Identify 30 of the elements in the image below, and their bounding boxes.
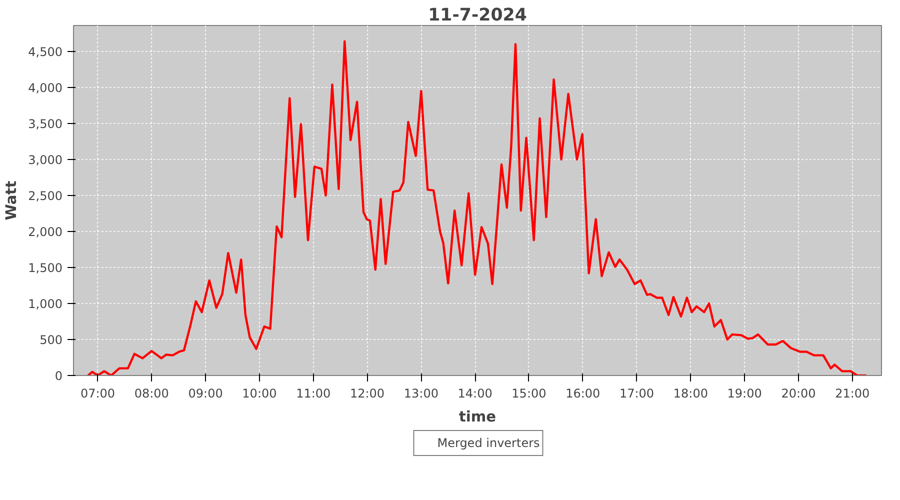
y-tick-label: 2,000 [28,224,63,239]
x-tick-label: 16:00 [566,386,600,400]
text: Merged inverters [437,436,540,450]
y-tick-label: 2,500 [28,188,63,203]
x-tick-label: 18:00 [673,386,708,400]
y-tick-label: 4,500 [28,44,63,59]
x-tick-label: 12:00 [350,386,385,400]
x-tick-label: 17:00 [619,386,654,400]
x-tick-label: 14:00 [458,386,492,400]
y-tick-label: 3,000 [28,152,63,167]
x-tick-label: 19:00 [727,386,762,400]
x-tick-label: 09:00 [188,386,223,400]
y-tick-label: 500 [40,332,62,347]
x-tick-label: 07:00 [80,386,116,400]
y-tick-label: 1,000 [28,296,63,311]
y-tick-label: 1,500 [28,260,63,275]
x-tick-label: 10:00 [242,386,277,400]
x-tick-label: 11:00 [296,386,331,400]
y-tick-label: 4,000 [28,80,63,95]
y-axis-title: Watt [3,180,20,220]
x-tick-label: 15:00 [512,386,546,400]
line-series [86,40,868,376]
x-tick-label: 08:00 [134,386,169,400]
y-tick-label: 0 [54,369,63,383]
x-axis-title: time [458,408,496,426]
x-tick-label: 21:00 [835,386,870,400]
x-tick-label: 20:00 [781,386,816,400]
chart-title: 11-7-2024 [428,6,527,26]
y-tick-label: 3,500 [28,116,63,131]
x-tick-label: 13:00 [404,386,438,400]
